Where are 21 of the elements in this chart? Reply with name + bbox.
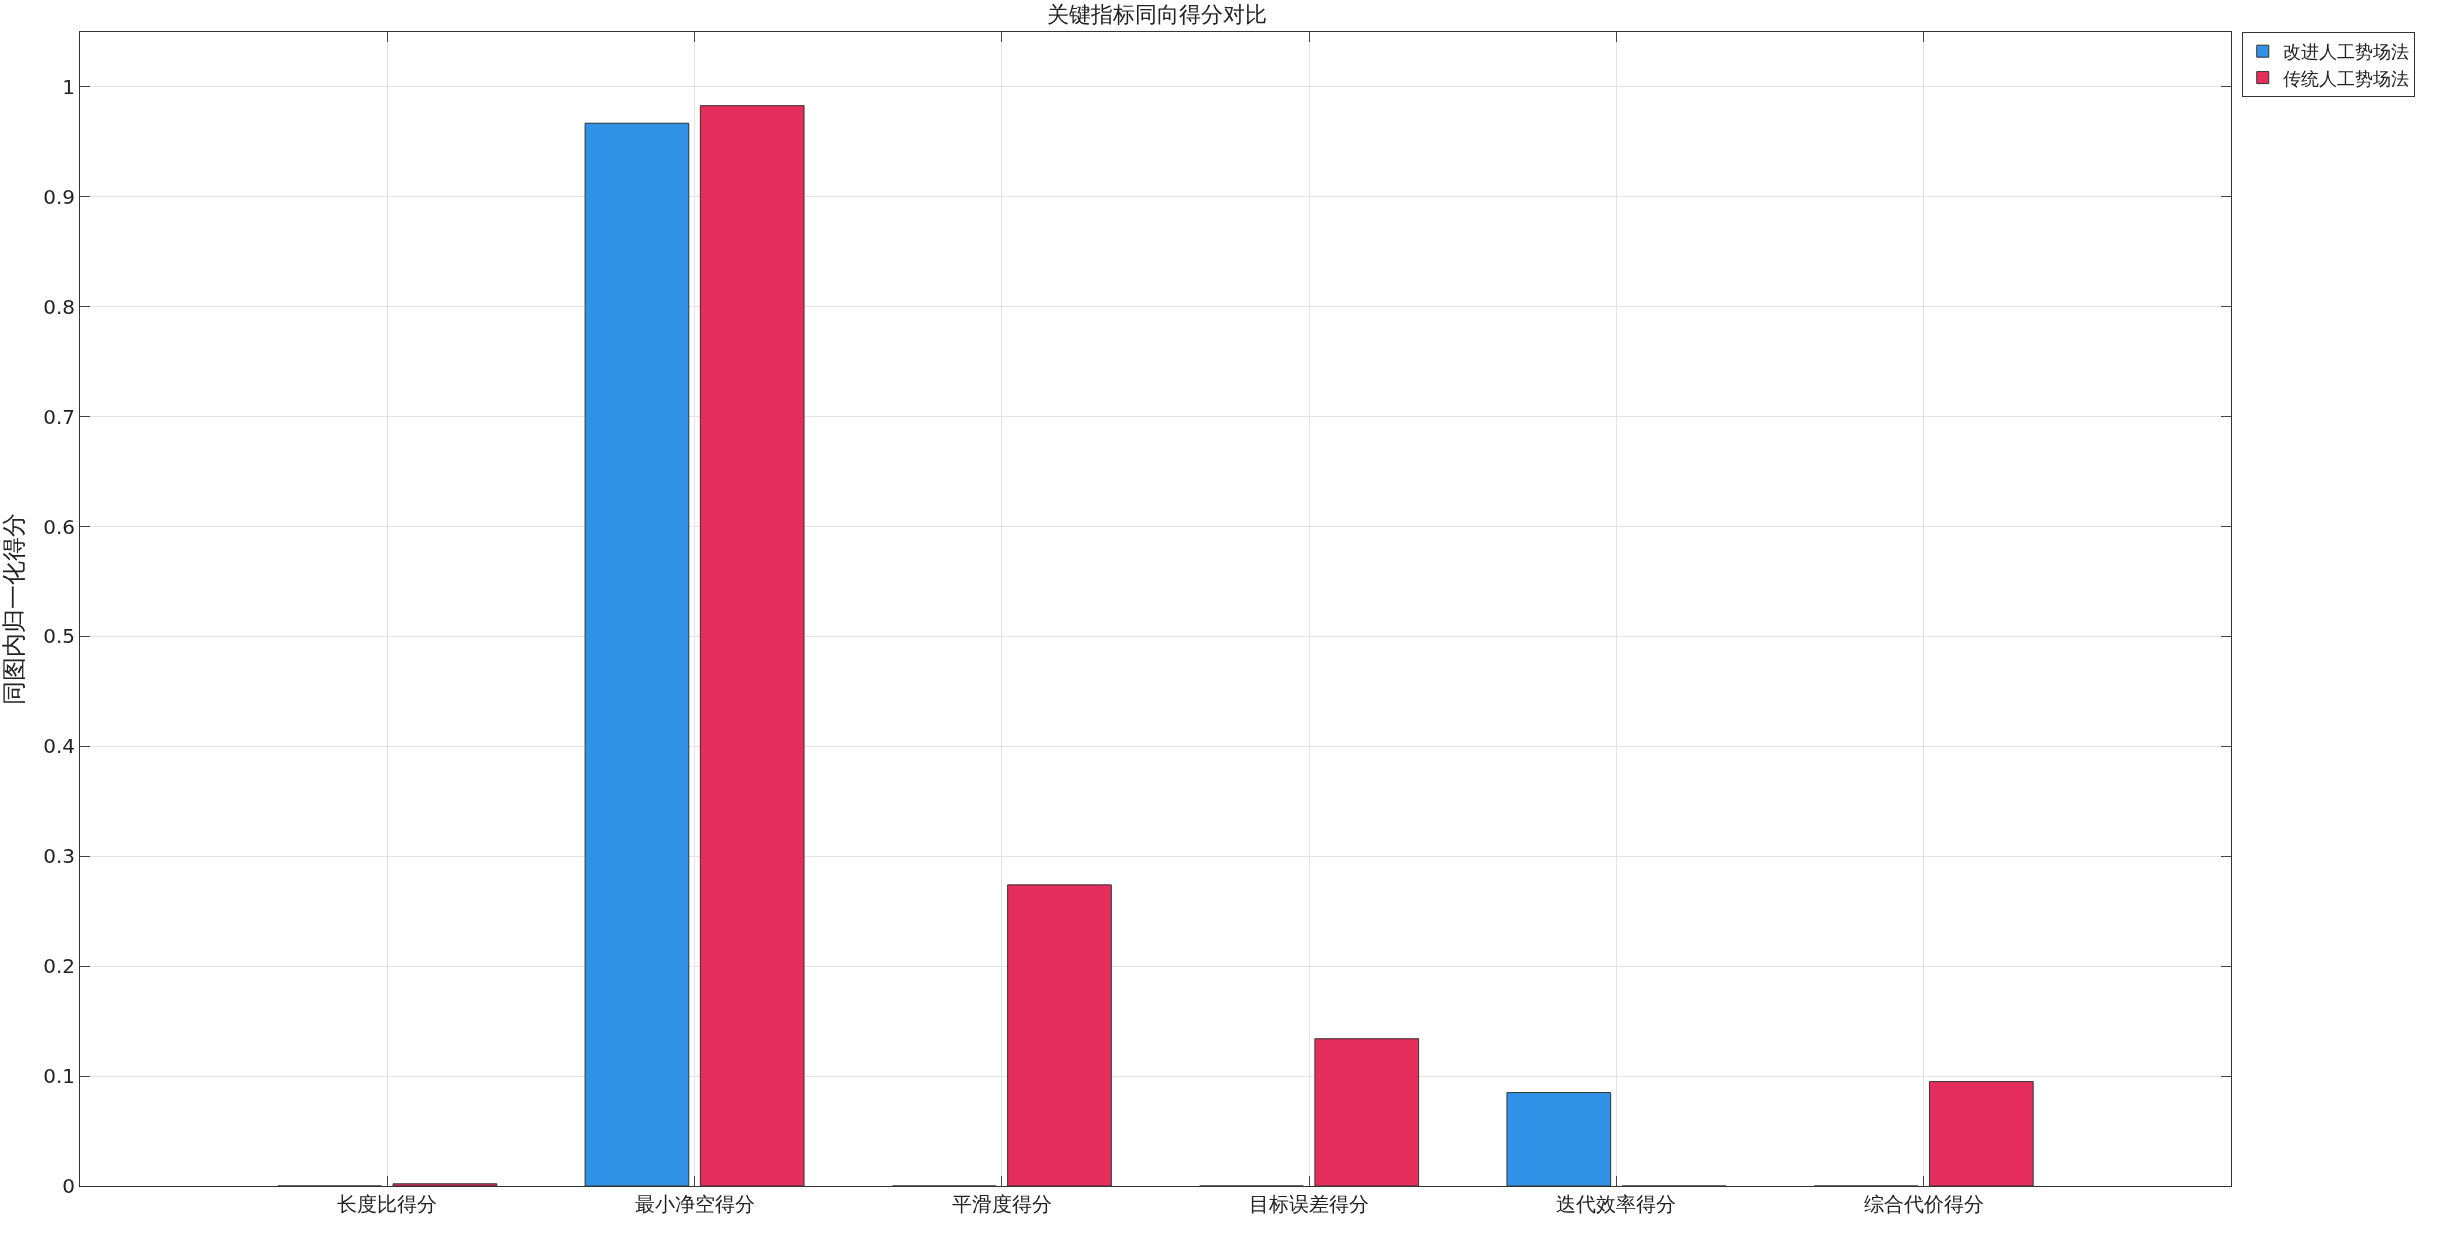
y-tick-label: 0.8 <box>43 294 75 319</box>
y-tick-label: 1 <box>62 74 75 99</box>
x-tick-label: 综合代价得分 <box>1863 1192 1984 1216</box>
x-tick-label: 迭代效率得分 <box>1556 1192 1677 1216</box>
x-tick-label: 目标误差得分 <box>1249 1192 1370 1216</box>
chart-title: 关键指标同向得分对比 <box>1046 1 1267 27</box>
legend-label: 传统人工势场法 <box>2282 67 2409 89</box>
y-tick-label: 0 <box>62 1174 75 1198</box>
y-axis-title: 同图内归一化得分 <box>0 513 28 705</box>
y-tick-label: 0.3 <box>43 844 75 869</box>
y-tick-label: 0.6 <box>43 514 75 539</box>
y-tick-label: 0.5 <box>43 624 75 649</box>
y-tick-label: 0.9 <box>43 184 75 209</box>
y-tick-label: 0.7 <box>43 404 75 429</box>
x-tick-label: 最小净空得分 <box>634 1192 755 1216</box>
y-tick-label: 0.4 <box>43 734 75 759</box>
legend-label: 改进人工势场法 <box>2282 41 2409 63</box>
y-tick-label: 0.2 <box>43 954 75 979</box>
x-tick-label: 平滑度得分 <box>951 1192 1052 1216</box>
y-tick-label: 0.1 <box>43 1064 75 1089</box>
x-tick-label: 长度比得分 <box>337 1192 438 1216</box>
